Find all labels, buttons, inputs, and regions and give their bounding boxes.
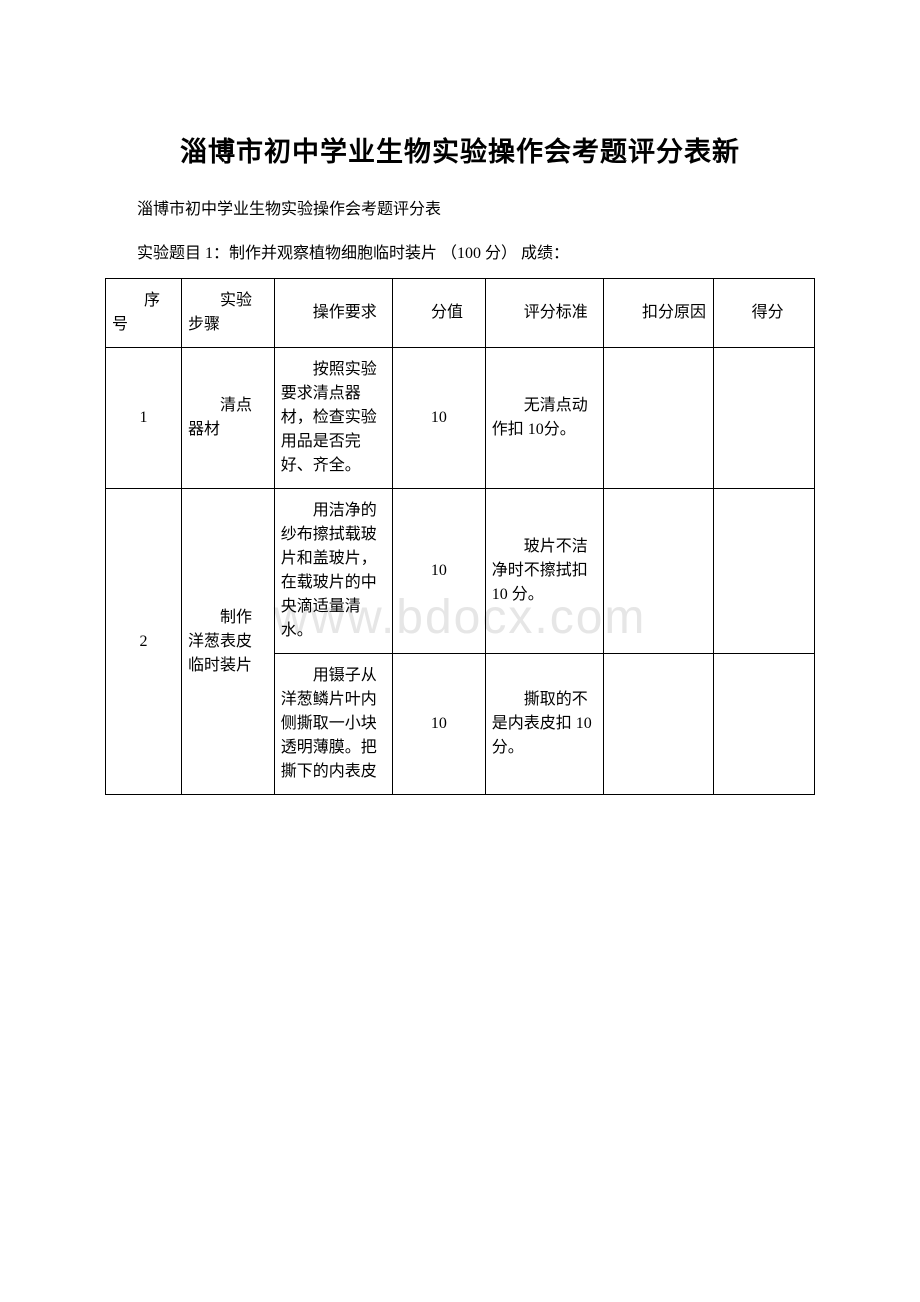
- cell-step: 清点器材: [181, 348, 274, 489]
- cell-req: 用镊子从洋葱鳞片叶内侧撕取一小块透明薄膜。把撕下的内表皮: [274, 654, 392, 795]
- cell-std: 无清点动作扣 10分。: [485, 348, 603, 489]
- cell-get: [713, 348, 814, 489]
- cell-score: 10: [392, 654, 485, 795]
- cell-req: 按照实验要求清点器材，检查实验用品是否完好、齐全。: [274, 348, 392, 489]
- cell-score: 10: [392, 489, 485, 654]
- subtitle-text: 淄博市初中学业生物实验操作会考题评分表: [105, 197, 815, 223]
- score-table: 序号 实验步骤 操作要求 分值 评分标准 扣分原因 得分 1 清点器材 按照实验…: [105, 278, 815, 795]
- header-get: 得分: [713, 279, 814, 348]
- cell-deduct: [603, 489, 713, 654]
- table-row: 1 清点器材 按照实验要求清点器材，检查实验用品是否完好、齐全。 10 无清点动…: [106, 348, 815, 489]
- cell-std: 撕取的不是内表皮扣 10分。: [485, 654, 603, 795]
- page-title: 淄博市初中学业生物实验操作会考题评分表新: [105, 130, 815, 169]
- cell-step: 制作洋葱表皮临时装片: [181, 489, 274, 795]
- header-score: 分值: [392, 279, 485, 348]
- cell-score: 10: [392, 348, 485, 489]
- table-header-row: 序号 实验步骤 操作要求 分值 评分标准 扣分原因 得分: [106, 279, 815, 348]
- cell-get: [713, 654, 814, 795]
- table-row: 2 制作洋葱表皮临时装片 用洁净的纱布擦拭载玻片和盖玻片，在载玻片的中央滴适量清…: [106, 489, 815, 654]
- exam-info-line: 实验题目 1：制作并观察植物细胞临时装片 （100 分） 成绩：: [105, 241, 815, 267]
- header-std: 评分标准: [485, 279, 603, 348]
- cell-seq: 2: [106, 489, 182, 795]
- header-step: 实验步骤: [181, 279, 274, 348]
- cell-std: 玻片不洁净时不擦拭扣10 分。: [485, 489, 603, 654]
- header-deduct: 扣分原因: [603, 279, 713, 348]
- cell-get: [713, 489, 814, 654]
- cell-deduct: [603, 348, 713, 489]
- cell-req: 用洁净的纱布擦拭载玻片和盖玻片，在载玻片的中央滴适量清水。: [274, 489, 392, 654]
- header-seq: 序号: [106, 279, 182, 348]
- cell-deduct: [603, 654, 713, 795]
- header-req: 操作要求: [274, 279, 392, 348]
- cell-seq: 1: [106, 348, 182, 489]
